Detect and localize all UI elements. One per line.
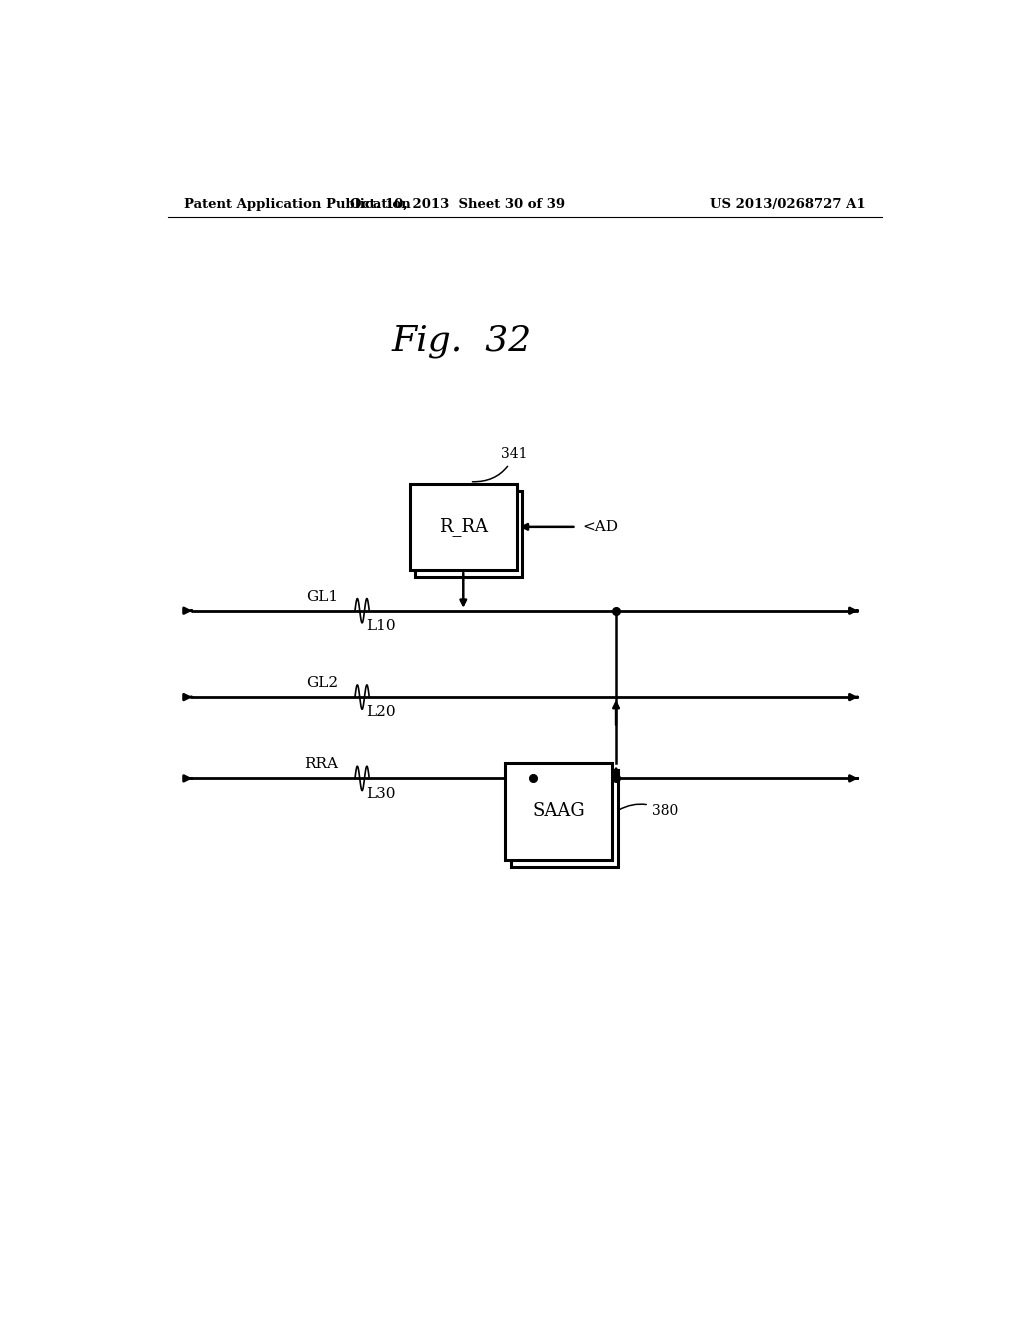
Bar bbox=[410, 483, 517, 570]
Text: Fig.  32: Fig. 32 bbox=[391, 325, 531, 358]
Text: R_RA: R_RA bbox=[439, 517, 487, 536]
Text: L30: L30 bbox=[367, 787, 395, 800]
Text: US 2013/0268727 A1: US 2013/0268727 A1 bbox=[711, 198, 866, 211]
Text: 380: 380 bbox=[618, 804, 678, 818]
Text: GL1: GL1 bbox=[306, 590, 338, 603]
Bar bbox=[505, 763, 612, 859]
Text: SAAG: SAAG bbox=[532, 803, 585, 821]
Text: RRA: RRA bbox=[304, 758, 338, 771]
Bar bbox=[511, 771, 617, 867]
Text: <AD: <AD bbox=[582, 520, 617, 533]
Text: 341: 341 bbox=[472, 447, 528, 482]
Text: Patent Application Publication: Patent Application Publication bbox=[183, 198, 411, 211]
Bar bbox=[416, 491, 522, 577]
Text: GL2: GL2 bbox=[306, 676, 338, 690]
Text: L10: L10 bbox=[367, 619, 395, 632]
Text: Oct. 10, 2013  Sheet 30 of 39: Oct. 10, 2013 Sheet 30 of 39 bbox=[350, 198, 565, 211]
Text: L20: L20 bbox=[367, 705, 395, 719]
